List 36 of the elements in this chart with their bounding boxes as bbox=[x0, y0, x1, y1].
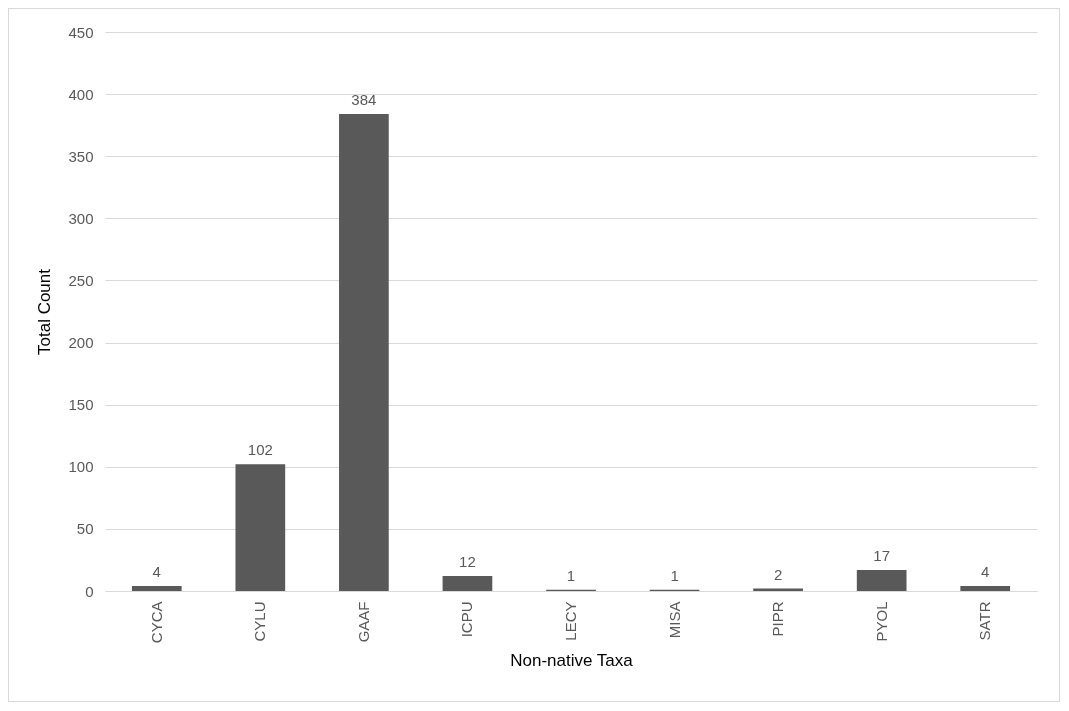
y-tick-label: 300 bbox=[68, 209, 94, 227]
y-tick-label: 100 bbox=[68, 458, 94, 476]
y-tick-label: 150 bbox=[68, 396, 94, 414]
data-label: 384 bbox=[351, 90, 377, 108]
bar bbox=[131, 586, 182, 591]
y-tick-label: 200 bbox=[68, 334, 94, 352]
x-tick-label: CYLU bbox=[251, 601, 269, 642]
x-tick-label: MISA bbox=[665, 601, 683, 639]
y-tick-label: 400 bbox=[68, 85, 94, 103]
data-label: 12 bbox=[459, 553, 476, 571]
x-tick-label: ICPU bbox=[458, 601, 476, 638]
y-tick-label: 350 bbox=[68, 147, 94, 165]
data-label: 102 bbox=[247, 441, 273, 459]
bar bbox=[960, 586, 1011, 591]
bar bbox=[856, 569, 907, 591]
y-tick-label: 0 bbox=[85, 582, 94, 600]
data-label: 4 bbox=[981, 563, 990, 581]
bar bbox=[235, 464, 286, 591]
y-tick-label: 50 bbox=[76, 520, 94, 538]
bar bbox=[339, 113, 389, 591]
x-tick-label: CYCA bbox=[147, 601, 165, 644]
x-tick-label: SATR bbox=[976, 601, 994, 641]
x-tick-label: GAAF bbox=[354, 601, 372, 643]
x-axis-title: Non-native Taxa bbox=[510, 651, 634, 671]
data-label: 4 bbox=[152, 563, 161, 581]
x-tick-label: PYOL bbox=[872, 601, 890, 642]
x-tick-label: PIPR bbox=[769, 601, 787, 637]
y-axis-title: Total Count bbox=[35, 268, 55, 355]
y-tick-label: 450 bbox=[68, 23, 94, 41]
data-label: 1 bbox=[670, 566, 679, 584]
y-tick-label: 250 bbox=[68, 271, 94, 289]
data-label: 2 bbox=[773, 565, 783, 583]
data-label: 17 bbox=[873, 546, 891, 564]
x-tick-label: LECY bbox=[562, 601, 579, 641]
data-label: 1 bbox=[566, 566, 576, 584]
bar bbox=[442, 576, 493, 591]
